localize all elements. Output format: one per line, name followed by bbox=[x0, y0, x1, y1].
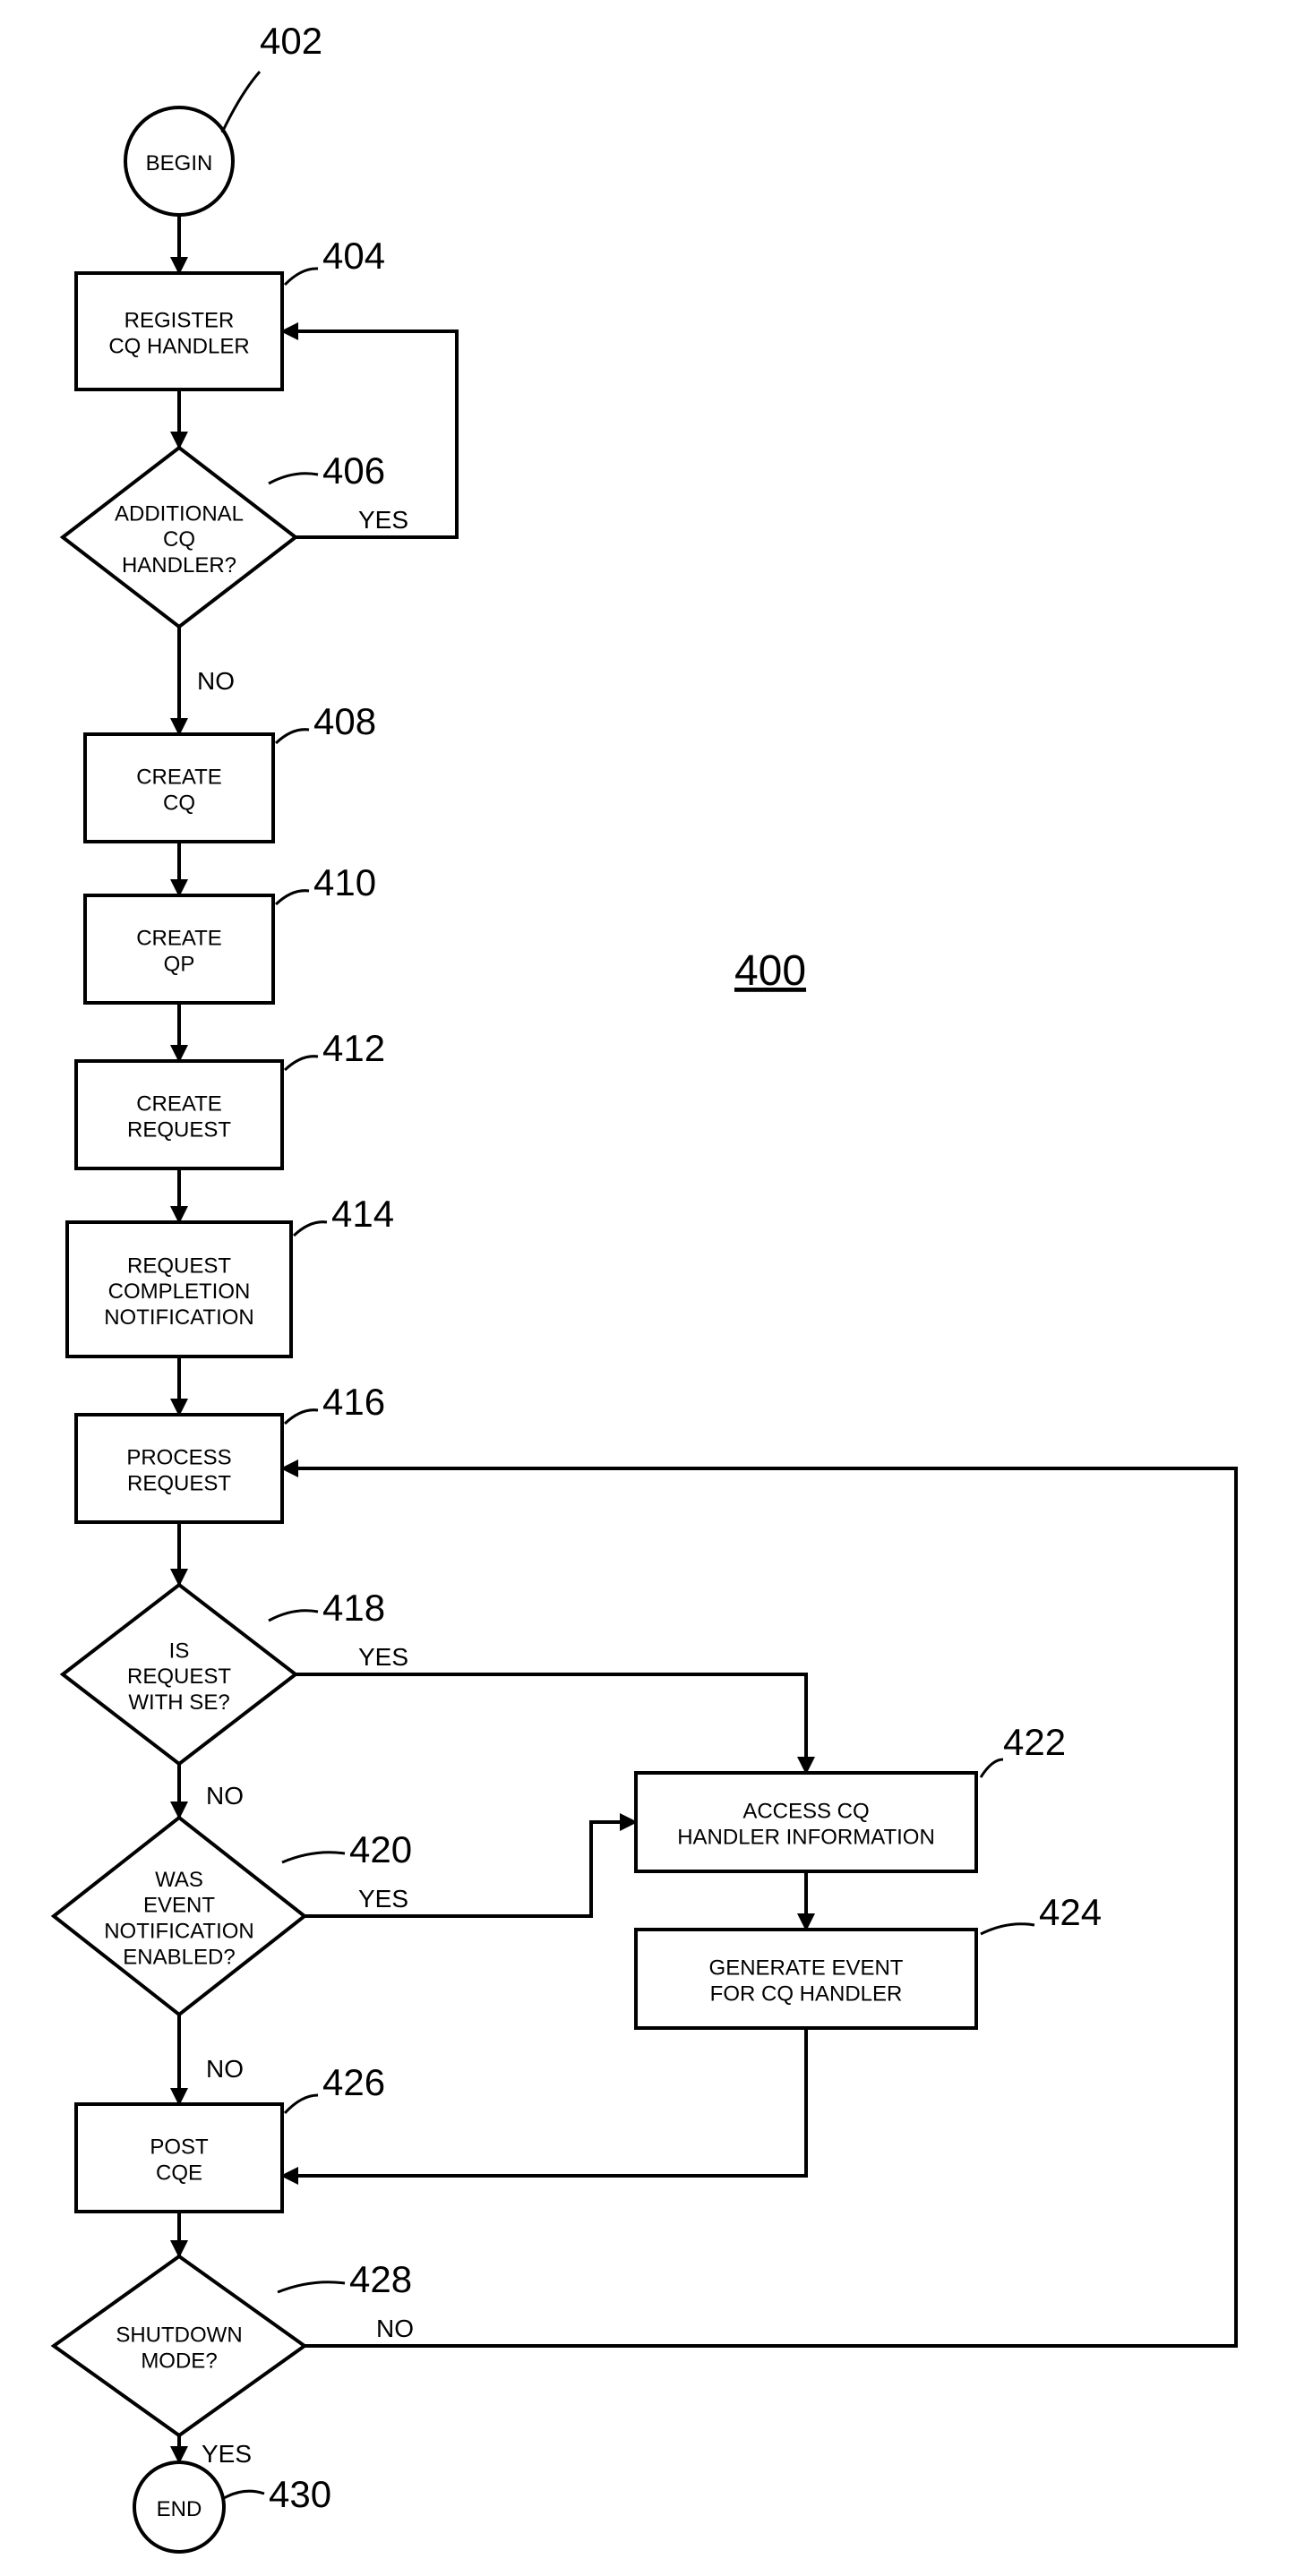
node-n412: CREATEREQUEST 412 bbox=[76, 1027, 385, 1168]
edge-label-10: NO bbox=[206, 1782, 244, 1810]
node-n424: GENERATE EVENTFOR CQ HANDLER 424 bbox=[636, 1891, 1102, 2028]
node-n404: REGISTERCQ HANDLER 404 bbox=[76, 235, 385, 389]
leader-n410 bbox=[276, 891, 309, 904]
node-label-n424: GENERATE EVENTFOR CQ HANDLER bbox=[709, 1956, 904, 2007]
node-n410: CREATEQP410 bbox=[85, 861, 376, 1003]
edge-label-9: YES bbox=[358, 1643, 408, 1671]
edge-label-2: YES bbox=[358, 506, 408, 534]
ref-tag-end: 430 bbox=[269, 2473, 331, 2515]
edge-label-11: YES bbox=[358, 1885, 408, 1913]
ref-tag-n420: 420 bbox=[349, 1828, 412, 1870]
ref-tag-n418: 418 bbox=[322, 1587, 385, 1629]
leader-n422 bbox=[981, 1759, 1003, 1777]
ref-tag-n404: 404 bbox=[322, 235, 385, 277]
leader-end bbox=[224, 2491, 264, 2498]
leader-n418 bbox=[269, 1611, 318, 1621]
leader-n414 bbox=[294, 1222, 327, 1236]
leader-n406 bbox=[269, 474, 318, 484]
node-label-n404: REGISTERCQ HANDLER bbox=[108, 309, 249, 359]
flow-edge-9 bbox=[296, 1674, 806, 1773]
node-n408: CREATECQ408 bbox=[85, 700, 376, 842]
node-label-n412: CREATEREQUEST bbox=[127, 1092, 231, 1143]
leader-n404 bbox=[285, 269, 318, 285]
leader-n412 bbox=[285, 1057, 318, 1070]
leader-n416 bbox=[285, 1410, 318, 1424]
leader-n428 bbox=[278, 2282, 345, 2292]
node-label-end: END bbox=[157, 2497, 202, 2521]
leader-n424 bbox=[981, 1924, 1034, 1934]
ref-tag-n414: 414 bbox=[331, 1193, 394, 1235]
ref-tag-n428: 428 bbox=[349, 2258, 412, 2300]
node-label-n416: PROCESSREQUEST bbox=[126, 1446, 231, 1496]
ref-tag-n424: 424 bbox=[1039, 1891, 1102, 1933]
edge-label-16: NO bbox=[376, 2315, 414, 2342]
figure-id: 400 bbox=[734, 947, 806, 995]
node-n414: REQUESTCOMPLETIONNOTIFICATION414 bbox=[67, 1193, 394, 1356]
ref-tag-n422: 422 bbox=[1003, 1721, 1066, 1763]
node-end: END 430 bbox=[134, 2462, 331, 2552]
leader-n408 bbox=[276, 730, 309, 743]
node-n426: POSTCQE 426 bbox=[76, 2061, 385, 2212]
ref-tag-n408: 408 bbox=[313, 700, 376, 742]
ref-tag-n410: 410 bbox=[313, 861, 376, 903]
ref-tag-begin: 402 bbox=[260, 20, 322, 62]
leader-n426 bbox=[285, 2095, 318, 2113]
ref-tag-n406: 406 bbox=[322, 449, 385, 492]
leader-begin bbox=[222, 72, 260, 133]
node-label-begin: BEGIN bbox=[146, 151, 213, 175]
ref-tag-n426: 426 bbox=[322, 2061, 385, 2103]
edge-label-14: NO bbox=[206, 2055, 244, 2083]
node-begin: BEGIN 402 bbox=[125, 20, 322, 215]
edge-label-17: YES bbox=[202, 2440, 252, 2468]
ref-tag-n416: 416 bbox=[322, 1381, 385, 1423]
leader-n420 bbox=[282, 1853, 345, 1862]
ref-tag-n412: 412 bbox=[322, 1027, 385, 1069]
edge-label-3: NO bbox=[197, 667, 235, 695]
node-n416: PROCESSREQUEST 416 bbox=[76, 1381, 385, 1522]
node-label-n426: POSTCQE bbox=[150, 2135, 209, 2186]
node-n422: ACCESS CQHANDLER INFORMATION422 bbox=[636, 1721, 1066, 1871]
